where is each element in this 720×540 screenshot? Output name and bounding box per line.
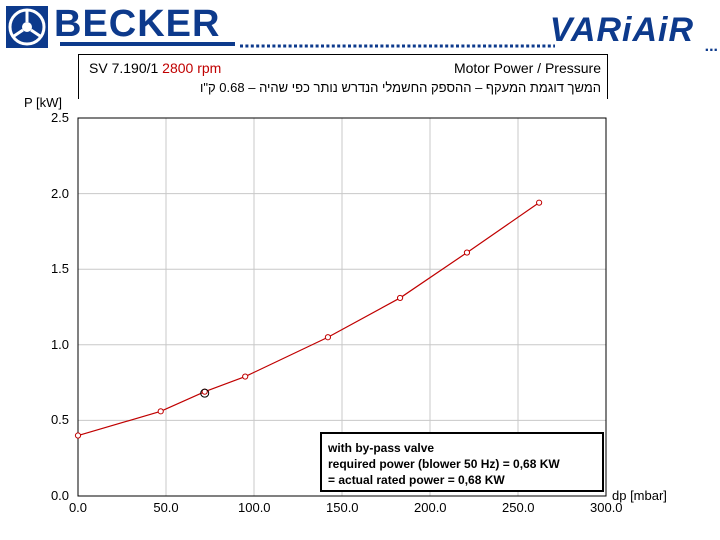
header-dotted-rule (60, 42, 555, 48)
chart-title-left: SV 7.190/1 2800 rpm (89, 60, 221, 76)
y-tick-label: 0.0 (50, 488, 70, 503)
brand-right-suffix: ... (704, 38, 718, 55)
model-label: SV 7.190/1 (89, 60, 159, 76)
data-point (242, 373, 249, 380)
data-point (74, 432, 82, 439)
y-tick-label: 0.5 (50, 412, 70, 428)
becker-emblem-icon (6, 6, 48, 48)
bypass-note-line-3: = actual rated power = 0,68 KW (328, 473, 505, 487)
y-axis-label: P [kW] (24, 95, 63, 110)
chart-note-hebrew: המשך דוגמת המעקף – ההספק החשמלי הנדרש נו… (200, 80, 601, 95)
power-curve-line (77, 202, 540, 437)
x-tick-label: 200.0 (414, 500, 447, 515)
y-tick-label: 2.5 (50, 110, 70, 125)
x-tick-label: 50.0 (153, 500, 179, 515)
rated-power-marker (200, 388, 210, 398)
brand-left: BECKER (54, 3, 221, 45)
rpm-label: 2800 rpm (162, 60, 222, 76)
x-axis-label: dp [mbar] (612, 488, 667, 503)
data-point (536, 199, 543, 206)
bypass-note-line-1: with by-pass valve (328, 441, 435, 455)
x-tick-label: 0.0 (68, 500, 88, 515)
x-tick-label: 150.0 (326, 500, 359, 515)
data-point (157, 408, 164, 415)
x-tick-label: 300.0 (590, 500, 623, 515)
data-point (396, 294, 404, 302)
data-point (324, 334, 332, 341)
chart-header-box: SV 7.190/1 2800 rpm Motor Power / Pressu… (78, 54, 608, 99)
data-point (463, 249, 471, 256)
chart-title-right: Motor Power / Pressure (453, 60, 601, 76)
bypass-note-line-2: required power (blower 50 Hz) = 0,68 KW (328, 457, 560, 471)
y-tick-label: 1.0 (50, 336, 70, 352)
x-tick-label: 250.0 (502, 500, 535, 515)
y-tick-label: 2.0 (50, 185, 70, 201)
x-tick-label: 100.0 (238, 500, 271, 515)
bypass-note-box: with by-pass valve required power (blowe… (320, 432, 604, 492)
plot-frame (77, 117, 607, 497)
brand-right: VARiAiR (549, 11, 694, 49)
y-tick-label: 1.5 (50, 261, 70, 277)
